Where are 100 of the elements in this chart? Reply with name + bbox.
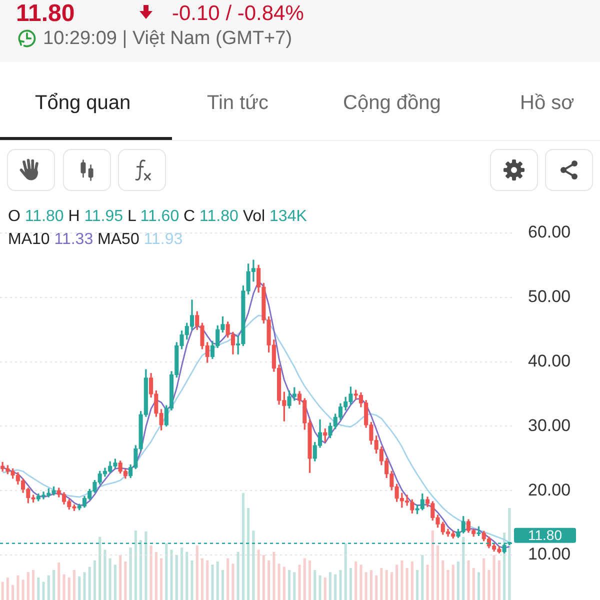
- bar: [42, 582, 45, 600]
- bar: [328, 572, 332, 600]
- bar: [477, 572, 480, 600]
- bar: [170, 550, 173, 600]
- bar: [196, 545, 198, 600]
- bar: [390, 572, 393, 600]
- bar: [140, 540, 142, 600]
- bar: [200, 558, 204, 600]
- bar: [93, 560, 96, 600]
- bar: [144, 532, 148, 600]
- bar: [268, 560, 270, 600]
- bar: [272, 552, 276, 600]
- bar: [288, 570, 291, 600]
- bar: [293, 572, 296, 600]
- bar: [278, 564, 280, 600]
- bar: [488, 570, 490, 600]
- bar: [410, 561, 414, 600]
- bar: [16, 575, 20, 600]
- bar: [421, 555, 424, 600]
- bar: [396, 564, 398, 600]
- y-tick-label: 20.00: [528, 480, 571, 500]
- bar: [216, 561, 219, 600]
- bar: [446, 570, 450, 600]
- bar: [104, 550, 106, 600]
- bar: [406, 568, 408, 600]
- bar: [22, 580, 24, 600]
- y-tick-label: 60.00: [528, 222, 571, 242]
- bar: [154, 552, 158, 600]
- bar: [26, 572, 30, 600]
- text: 10:29:09 | Việt Nam (GMT+7): [43, 28, 292, 50]
- bar: [344, 543, 347, 600]
- bar: [442, 560, 444, 600]
- bar: [380, 568, 383, 600]
- bar: [492, 555, 496, 600]
- bar: [47, 575, 50, 600]
- bar: [416, 570, 419, 600]
- bar: [98, 536, 102, 600]
- bar: [385, 570, 388, 600]
- text: -0.10 / -0.84%: [172, 2, 304, 26]
- bar: [119, 555, 122, 600]
- bar: [129, 548, 132, 600]
- bar: [160, 558, 163, 600]
- bar: [375, 575, 378, 600]
- bar: [108, 558, 112, 600]
- bar: [354, 561, 358, 600]
- bar: [114, 564, 116, 600]
- bar: [360, 564, 362, 600]
- bar: [32, 570, 35, 600]
- bar: [308, 560, 312, 600]
- bar: [334, 574, 337, 600]
- bar: [180, 548, 184, 600]
- bar: [58, 562, 60, 600]
- bar: [262, 555, 265, 600]
- bar: [221, 570, 224, 600]
- y-tick-label: 50.00: [528, 287, 571, 306]
- bar: [37, 578, 40, 600]
- bar: [303, 558, 306, 600]
- bar: [134, 530, 137, 600]
- bar: [426, 564, 429, 600]
- bar: [211, 564, 214, 600]
- text: 11.80: [16, 0, 75, 27]
- bar: [165, 543, 168, 600]
- bar: [298, 564, 301, 600]
- y-tick-label: 30.00: [528, 416, 571, 435]
- bar: [456, 561, 460, 600]
- bar: [349, 568, 352, 600]
- bar: [462, 536, 465, 600]
- text: Cộng đồng: [343, 91, 441, 115]
- bar: [68, 578, 70, 600]
- bar: [88, 566, 91, 600]
- bar: [1, 582, 4, 600]
- bar: [12, 585, 14, 600]
- bar: [83, 572, 86, 600]
- bar: [124, 561, 127, 600]
- bar: [226, 558, 230, 600]
- bar: [282, 566, 286, 600]
- bar: [186, 552, 188, 600]
- bar: [175, 555, 178, 600]
- bar: [78, 576, 81, 600]
- bar: [257, 550, 260, 600]
- text: Tổng quan: [35, 91, 131, 115]
- bar: [498, 560, 500, 600]
- bar: [339, 570, 342, 600]
- y-tick-label: 40.00: [528, 351, 571, 370]
- bar: [436, 545, 440, 600]
- bar: [318, 575, 322, 600]
- y-tick-label: 10.00: [528, 544, 571, 564]
- bar: [150, 545, 152, 600]
- text: O 11.80 H 11.95 L 11.60 C 11.80 Vol 134K: [8, 208, 308, 225]
- bar: [467, 560, 470, 600]
- bar: [508, 508, 511, 600]
- bar: [314, 570, 316, 600]
- bar: [247, 508, 250, 600]
- bar: [190, 560, 194, 600]
- bar: [52, 570, 56, 600]
- bar: [206, 560, 209, 600]
- bar: [252, 530, 255, 600]
- ref-line-label: 11.80: [528, 526, 562, 543]
- bar: [324, 578, 326, 600]
- bar: [452, 564, 454, 600]
